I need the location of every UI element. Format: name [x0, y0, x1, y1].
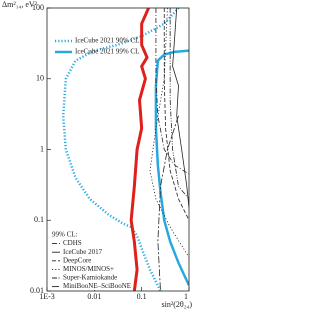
x-tick-label: 1 [184, 292, 188, 301]
y-tick-label: 100 [32, 3, 44, 12]
contour-line [149, 8, 189, 258]
legend-label: Super-Kamiokande [63, 274, 117, 282]
contour-line [154, 49, 189, 286]
chart: Δm²₁₄, eV² sin²(2θ₂₄) 1E-3 0.01 0.1 10.010.… [2, 0, 193, 309]
contour-line [61, 8, 180, 291]
plot-lines [61, 8, 189, 291]
x-tick-label: 0.01 [87, 292, 101, 301]
contour-line [157, 115, 179, 291]
x-tick-label: 0.1 [137, 292, 147, 301]
y-tick-label: 10 [36, 74, 44, 83]
y-axis-title: Δm²₁₄, eV² [2, 0, 38, 9]
legend-label: IceCube 2017 [63, 248, 103, 256]
y-tick-label: 0.1 [34, 215, 44, 224]
contour-line [169, 8, 189, 200]
contour-line [155, 8, 189, 175]
legend-title: 99% CL: [52, 231, 78, 239]
y-tick-label: 0.01 [30, 286, 44, 295]
x-tick-label: 1E-3 [39, 292, 55, 301]
legend-label: CDHS [63, 239, 82, 247]
legend-label: IceCube 2021 99% CL [75, 48, 139, 56]
legend-label: MINOS/MINOS+ [63, 265, 114, 273]
legend-label: MiniBooNE–SciBooNE [63, 282, 131, 290]
contour-line [172, 8, 189, 208]
contour-line [163, 8, 189, 221]
y-tick-label: 1 [40, 144, 44, 153]
legend-label: DeepCore [63, 256, 91, 264]
legend-label: IceCube 2021 90% CL [75, 37, 139, 45]
x-axis-title: sin²(2θ₂₄) [162, 300, 193, 309]
legend-box [48, 229, 128, 290]
contour-line [129, 8, 150, 291]
